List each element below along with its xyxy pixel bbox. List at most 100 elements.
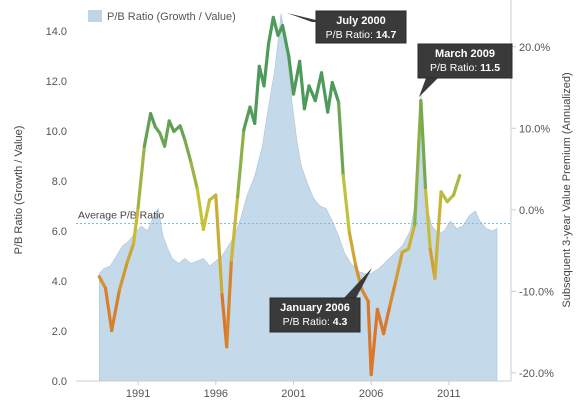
annotation-box	[315, 10, 407, 44]
value-premium-segment	[406, 222, 417, 251]
area-layer	[98, 13, 498, 382]
left-tick-label: 4.0	[52, 276, 67, 288]
annotation-value-label: P/B Ratio:	[283, 316, 333, 328]
annotation-value-number: 4.3	[333, 316, 348, 328]
legend-swatch	[88, 10, 102, 22]
value-premium-segment	[125, 242, 136, 264]
value-premium-segment	[178, 124, 187, 142]
value-premium-segment	[330, 80, 341, 104]
value-premium-segment	[433, 190, 443, 280]
x-tick-label: 1991	[126, 388, 150, 400]
left-tick-label: 0.0	[52, 376, 67, 388]
value-premium-segment	[183, 138, 193, 165]
x-tick-label: 2001	[281, 388, 305, 400]
value-premium-segment	[167, 119, 176, 134]
annotation-title: January 2006	[280, 302, 350, 314]
value-premium-segment	[382, 304, 392, 336]
value-premium-segment	[326, 80, 334, 114]
value-premium-segment	[262, 41, 271, 88]
left-tick-label: 14.0	[46, 26, 67, 38]
value-premium-segment	[253, 64, 261, 126]
annotation-value: P/B Ratio: 11.5	[430, 62, 500, 74]
annotation-value: P/B Ratio: 14.7	[326, 29, 397, 41]
x-tick-label: 1996	[204, 388, 228, 400]
x-tick-label: 2006	[359, 388, 383, 400]
annotation-value-number: 14.7	[376, 29, 397, 41]
value-premium-segment	[394, 250, 404, 282]
value-premium-segment	[267, 15, 275, 46]
pb-ratio-area	[98, 13, 498, 382]
value-premium-segment	[439, 190, 449, 204]
right-tick-label: 10.0%	[519, 123, 550, 135]
left-tick-label: 8.0	[52, 176, 67, 188]
value-premium-segment	[366, 299, 373, 377]
annotation-value-number: 11.5	[480, 62, 500, 74]
annotation-pointer	[344, 268, 372, 298]
annotation-pointer	[419, 78, 438, 97]
value-premium-segment	[214, 193, 224, 297]
annotation-value: P/B Ratio: 4.3	[283, 316, 348, 328]
annotation-value-label: P/B Ratio:	[430, 62, 480, 74]
value-premium-segment	[149, 111, 157, 129]
value-premium-segment	[131, 205, 140, 246]
value-premium-segment	[319, 71, 330, 114]
value-premium-segment	[369, 307, 379, 377]
legend: P/B Ratio (Growth / Value)	[88, 10, 236, 23]
line-layer	[97, 15, 462, 377]
value-premium-segment	[347, 231, 358, 267]
average-layer: Average P/B Ratio	[76, 210, 511, 224]
annotation-box	[269, 297, 361, 333]
value-premium-segment	[201, 198, 212, 231]
annotation-value-label: P/B Ratio:	[326, 29, 376, 41]
annotation-box	[417, 43, 513, 79]
left-tick-label: 6.0	[52, 226, 67, 238]
right-tick-label: 20.0%	[519, 42, 550, 54]
value-premium-segment	[103, 286, 114, 333]
value-premium-segment	[302, 84, 311, 111]
value-premium-segment	[225, 258, 233, 349]
legend-label: P/B Ratio (Growth / Value)	[107, 11, 236, 23]
value-premium-segment	[271, 15, 280, 37]
annotation-pointer	[287, 13, 324, 22]
left-tick-label: 10.0	[46, 126, 67, 138]
value-premium-segment	[337, 100, 345, 178]
value-premium-segment	[195, 187, 205, 231]
right-axis-title: Subsequent 3-year Value Premium (Annuali…	[561, 72, 573, 307]
value-premium-segment	[413, 98, 423, 227]
value-premium-segment	[424, 188, 432, 251]
annotation-title: July 2000	[336, 15, 386, 27]
annotation-callout: January 2006 P/B Ratio: 4.3	[269, 268, 372, 333]
value-premium-segment	[117, 260, 129, 292]
value-premium-segment	[341, 174, 351, 235]
value-premium-segment	[281, 24, 291, 59]
annotation-title: March 2009	[435, 48, 495, 60]
annotation-callout: July 2000 P/B Ratio: 14.7	[287, 10, 407, 44]
value-premium-segment	[287, 54, 296, 96]
value-premium-segment	[360, 288, 370, 303]
annotation-callout: March 2009 P/B Ratio: 11.5	[417, 43, 513, 97]
value-premium-segment	[242, 105, 252, 132]
right-tick-label: 0.0%	[519, 205, 544, 217]
left-tick-label: 2.0	[52, 326, 67, 338]
value-premium-segment	[142, 111, 153, 148]
value-premium-segment	[451, 174, 462, 197]
value-premium-segment	[229, 195, 240, 262]
value-premium-segment	[189, 160, 199, 191]
value-premium-segment	[388, 278, 398, 308]
value-premium-segment	[163, 119, 171, 148]
right-tick-label: -10.0%	[519, 286, 554, 298]
left-tick-label: 12.0	[46, 76, 67, 88]
left-axis-title: P/B Ratio (Growth / Value)	[13, 126, 25, 255]
value-premium-segment	[110, 288, 122, 333]
value-premium-segment	[298, 59, 306, 111]
axis-layer: 0.0 2.0 4.0 6.0 8.0 10.0 12.0 14.0 -20.0% -10.0% 0…	[13, 0, 573, 400]
value-premium-segment	[375, 307, 386, 336]
value-premium-segment	[236, 128, 246, 199]
x-tick-label: 2011	[437, 388, 461, 400]
value-premium-segment	[313, 71, 324, 103]
annotation-layer: July 2000 P/B Ratio: 14.7 March 2009 P/B Ra…	[269, 10, 513, 333]
value-premium-segment	[136, 144, 146, 209]
value-premium-segment	[419, 98, 428, 192]
